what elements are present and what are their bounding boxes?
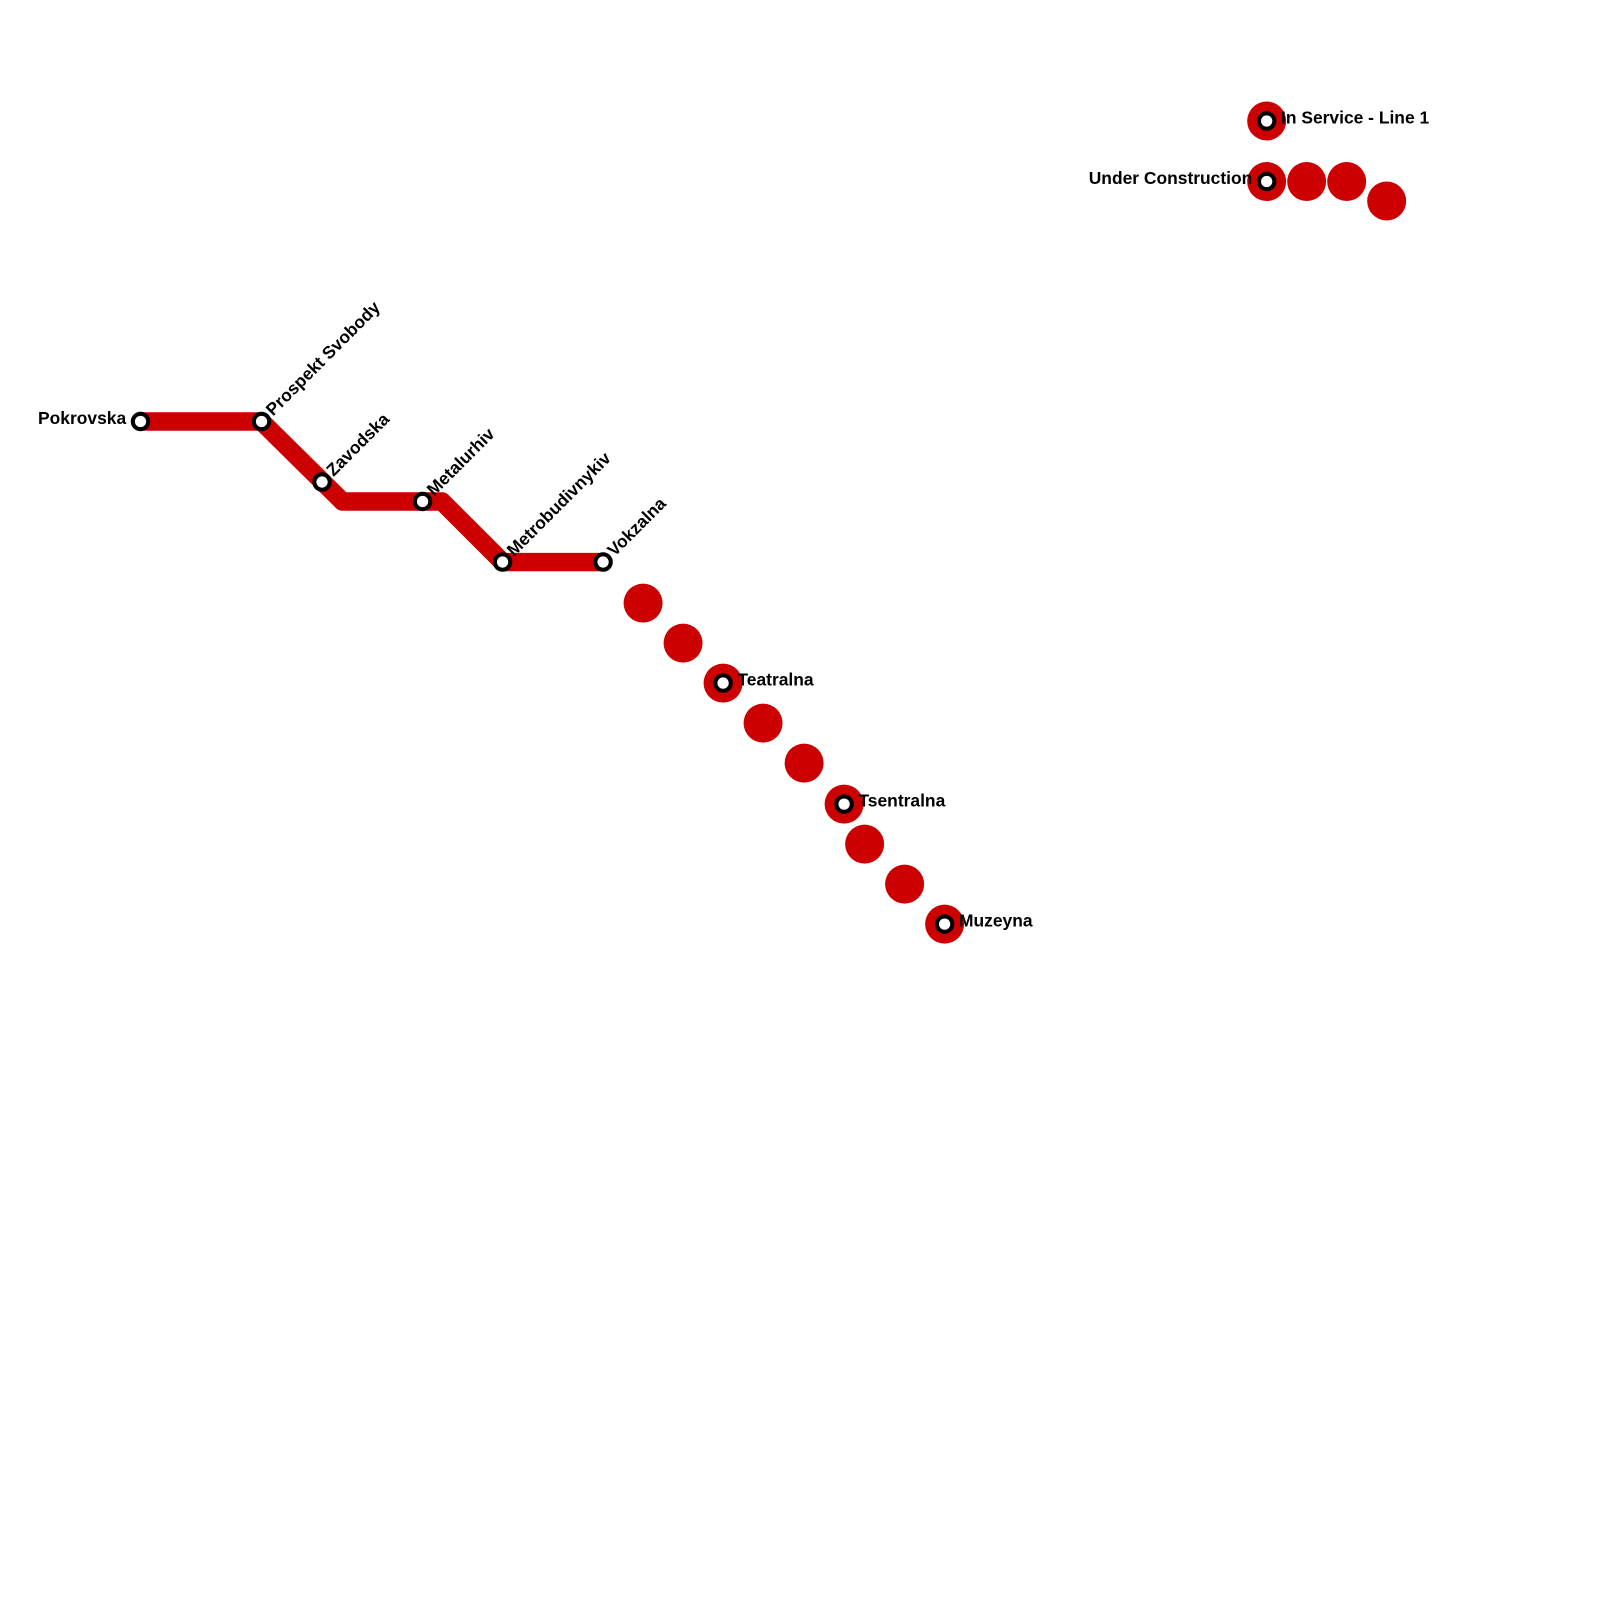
station-label: Metalurhiv xyxy=(423,423,499,499)
station-label: Prospekt Svobody xyxy=(262,297,385,420)
line-in-service xyxy=(140,412,604,572)
station: Prospekt Svobody xyxy=(251,297,385,432)
station-marker xyxy=(312,472,332,492)
station: Pokrovska xyxy=(38,408,151,432)
station-label: Tsentralna xyxy=(858,791,945,811)
construction-dot xyxy=(743,703,783,743)
legend-dot xyxy=(1287,162,1327,202)
station-label: Metrobudivnykiv xyxy=(503,448,615,560)
construction-dot xyxy=(784,743,824,783)
station: Zavodska xyxy=(312,409,393,492)
station: Metalurhiv xyxy=(412,423,499,512)
station-label: Teatralna xyxy=(737,670,813,690)
station-marker xyxy=(1256,111,1277,131)
construction-dot xyxy=(885,864,925,904)
legend-item-label: In Service - Line 1 xyxy=(1281,108,1429,128)
legend-dot xyxy=(1327,162,1367,202)
station-marker xyxy=(834,794,854,814)
station-marker xyxy=(412,491,433,512)
station-label: Muzeyna xyxy=(959,911,1033,931)
station-marker xyxy=(1256,171,1277,192)
station-label: Vokzalna xyxy=(603,493,670,560)
station-marker xyxy=(713,673,733,693)
station: Teatralna xyxy=(703,663,814,703)
station-marker xyxy=(251,411,272,432)
station: Tsentralna xyxy=(824,784,946,824)
legend-dot xyxy=(1367,181,1407,221)
construction-dot xyxy=(623,583,663,623)
station-label: Pokrovska xyxy=(38,408,126,428)
construction-dots xyxy=(623,162,1407,904)
station-marker xyxy=(934,914,955,934)
legend-item: Under Construction xyxy=(1089,162,1287,202)
station-marker xyxy=(130,411,151,432)
construction-dot xyxy=(663,623,703,663)
legend-item: In Service - Line 1 xyxy=(1247,101,1429,141)
station-marker xyxy=(492,552,513,572)
station: Muzeyna xyxy=(925,904,1033,944)
station-marker xyxy=(593,552,613,572)
station-label: Zavodska xyxy=(322,409,393,480)
station: Metrobudivnykiv xyxy=(492,448,615,572)
station: Vokzalna xyxy=(593,493,670,572)
legend-item-label: Under Construction xyxy=(1089,168,1253,188)
construction-dot xyxy=(845,824,885,864)
